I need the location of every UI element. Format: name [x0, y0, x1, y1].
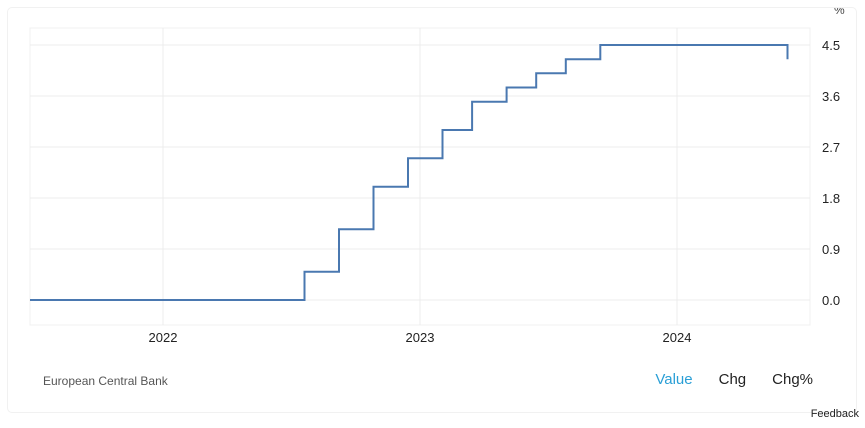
x-tick-label: 2024: [663, 330, 692, 345]
y-tick-label: 0.9: [822, 242, 840, 257]
tab-value[interactable]: Value: [655, 371, 693, 388]
x-tick-label: 2022: [149, 330, 178, 345]
source-label[interactable]: European Central Bank: [43, 374, 168, 388]
y-tick-label: 0.0: [822, 293, 840, 308]
tab-chg[interactable]: Chg: [718, 371, 747, 388]
y-tick-label: 3.6: [822, 89, 840, 104]
y-tick-label: 4.5: [822, 38, 840, 53]
chart-plot: 0.0 0.9 1.8 2.7 3.6 4.5% 2022 2023 2024: [29, 8, 845, 345]
y-tick-label: 1.8: [822, 191, 840, 206]
x-tick-label: 2023: [406, 330, 435, 345]
view-tabs: Value Chg Chg%: [655, 371, 813, 388]
series-line: [30, 44, 789, 301]
chart-card: 0.0 0.9 1.8 2.7 3.6 4.5% 2022 2023 2024 European…: [8, 8, 856, 412]
feedback-link[interactable]: Feedback: [810, 408, 859, 420]
y-unit-label: %: [834, 8, 845, 17]
y-tick-label: 2.7: [822, 140, 840, 155]
tab-chg-percent[interactable]: Chg%: [772, 371, 813, 388]
